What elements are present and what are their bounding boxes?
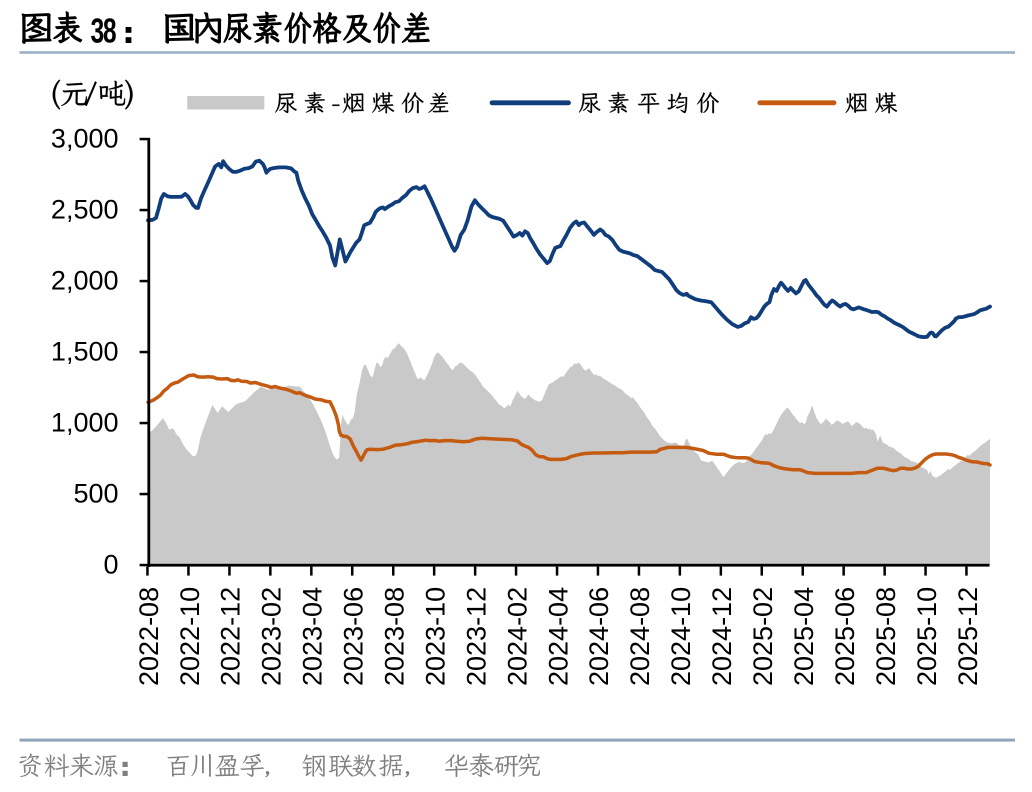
svg-text:2022-10: 2022-10 bbox=[175, 587, 205, 686]
svg-text:2,500: 2,500 bbox=[51, 194, 119, 224]
svg-text:2024-10: 2024-10 bbox=[666, 587, 696, 686]
svg-text:2024-02: 2024-02 bbox=[502, 587, 532, 686]
svg-text:2023-10: 2023-10 bbox=[421, 587, 451, 686]
svg-text:2023-02: 2023-02 bbox=[257, 587, 287, 686]
svg-text:2022-08: 2022-08 bbox=[134, 587, 164, 686]
svg-text:2025-06: 2025-06 bbox=[830, 587, 860, 686]
svg-text:500: 500 bbox=[73, 478, 118, 508]
svg-text:2024-12: 2024-12 bbox=[707, 587, 737, 686]
svg-text:2023-04: 2023-04 bbox=[298, 587, 328, 686]
svg-text:2022-12: 2022-12 bbox=[216, 587, 246, 686]
svg-text:2025-12: 2025-12 bbox=[953, 587, 983, 686]
svg-text:2025-04: 2025-04 bbox=[789, 587, 819, 686]
svg-text:2025-08: 2025-08 bbox=[871, 587, 901, 686]
svg-text:2024-06: 2024-06 bbox=[584, 587, 614, 686]
svg-text:2023-06: 2023-06 bbox=[339, 587, 369, 686]
svg-text:2,000: 2,000 bbox=[51, 265, 119, 295]
svg-text:1,000: 1,000 bbox=[51, 407, 119, 437]
svg-text:2024-08: 2024-08 bbox=[625, 587, 655, 686]
svg-text:2023-12: 2023-12 bbox=[461, 587, 491, 686]
svg-text:2023-08: 2023-08 bbox=[380, 587, 410, 686]
svg-text:2024-04: 2024-04 bbox=[543, 587, 573, 686]
svg-text:2025-02: 2025-02 bbox=[748, 587, 778, 686]
svg-text:2025-10: 2025-10 bbox=[912, 587, 942, 686]
svg-text:3,000: 3,000 bbox=[51, 123, 119, 153]
svg-text:1,500: 1,500 bbox=[51, 336, 119, 366]
svg-text:0: 0 bbox=[103, 549, 118, 579]
